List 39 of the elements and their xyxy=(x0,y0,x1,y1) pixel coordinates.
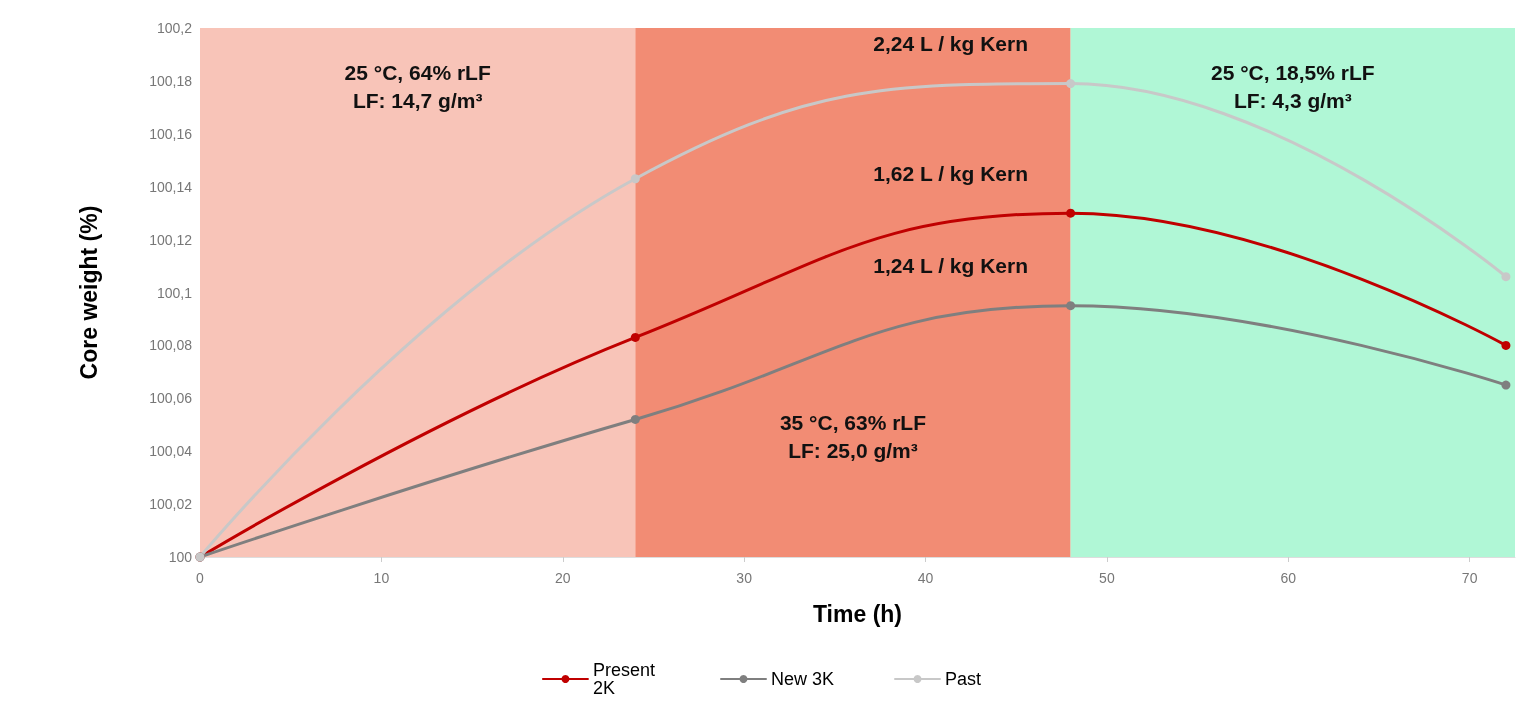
x-tick-label: 60 xyxy=(1280,570,1297,586)
x-tick-label: 70 xyxy=(1461,570,1478,586)
x-tick-label: 30 xyxy=(736,570,753,586)
y-tick-label: 100 xyxy=(168,549,193,565)
band-label: 25 °C, 64% rLF LF: 14,7 g/m³ xyxy=(344,60,491,112)
annotation: 1,24 L / kg Kern xyxy=(873,254,1029,278)
x-tick-label: 20 xyxy=(554,570,571,586)
y-tick-label: 100,18 xyxy=(149,72,193,89)
y-tick-label: 100,16 xyxy=(149,125,193,142)
legend-label: Past xyxy=(945,669,982,689)
band-label: 35 °C, 63% rLF LF: 25,0 g/m³ xyxy=(779,411,927,463)
point xyxy=(630,414,640,424)
y-tick-label: 100,08 xyxy=(149,337,193,354)
band-label: 25 °C, 18,5% rLF LF: 4,3 g/m³ xyxy=(1210,60,1375,112)
point xyxy=(1501,380,1511,390)
y-tick-label: 100,1 xyxy=(156,284,193,301)
point xyxy=(1066,301,1076,311)
x-tick-label: 50 xyxy=(1099,570,1115,586)
y-axis-title: Core weight (%) xyxy=(75,205,102,380)
point xyxy=(630,174,640,184)
x-tick-label: 0 xyxy=(196,570,205,586)
point xyxy=(630,332,640,342)
point xyxy=(1066,208,1076,218)
y-tick-label: 100,06 xyxy=(149,390,193,407)
x-tick-label: 10 xyxy=(373,570,390,586)
legend-label: Present 2K xyxy=(592,660,661,698)
point xyxy=(1501,340,1511,350)
annotation: 1,62 L / kg Kern xyxy=(873,161,1029,185)
y-tick-label: 100,12 xyxy=(149,231,193,248)
point xyxy=(1501,272,1511,282)
annotation: 2,24 L / kg Kern xyxy=(873,32,1029,56)
legend-label: New 3K xyxy=(771,669,835,689)
x-tick-label: 40 xyxy=(917,570,934,586)
y-tick-label: 100,04 xyxy=(149,443,193,460)
x-axis-title: Time (h) xyxy=(812,600,903,627)
y-tick-label: 100,14 xyxy=(149,178,193,195)
y-tick-label: 100,02 xyxy=(149,496,193,513)
point xyxy=(1066,79,1076,89)
y-tick-label: 100,2 xyxy=(156,20,193,36)
